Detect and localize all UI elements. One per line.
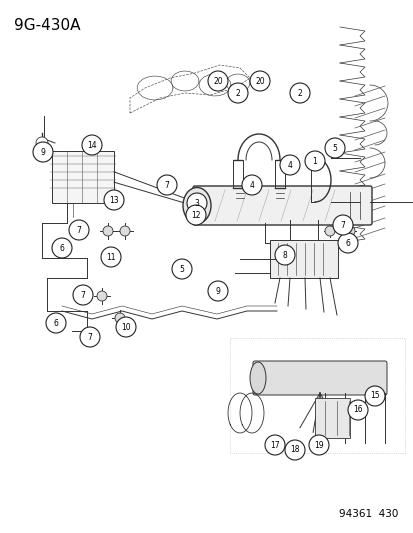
Text: 12: 12 xyxy=(191,211,200,220)
Text: 16: 16 xyxy=(352,406,362,415)
Circle shape xyxy=(332,215,352,235)
Circle shape xyxy=(115,313,125,323)
Text: 5: 5 xyxy=(179,264,184,273)
Text: 20: 20 xyxy=(213,77,222,85)
Circle shape xyxy=(274,245,294,265)
Circle shape xyxy=(46,313,66,333)
Circle shape xyxy=(69,220,89,240)
Circle shape xyxy=(116,317,136,337)
Text: 15: 15 xyxy=(369,392,379,400)
Circle shape xyxy=(249,71,269,91)
Circle shape xyxy=(101,247,121,267)
Circle shape xyxy=(120,226,130,236)
Circle shape xyxy=(171,259,192,279)
FancyBboxPatch shape xyxy=(252,361,386,395)
Circle shape xyxy=(324,138,344,158)
Circle shape xyxy=(80,327,100,347)
Text: 5: 5 xyxy=(332,143,337,152)
Circle shape xyxy=(73,285,93,305)
Circle shape xyxy=(364,386,384,406)
Circle shape xyxy=(97,291,107,301)
Circle shape xyxy=(207,281,228,301)
Text: 6: 6 xyxy=(345,238,349,247)
Bar xyxy=(314,398,349,438)
Text: 7: 7 xyxy=(76,225,81,235)
Circle shape xyxy=(103,226,113,236)
Circle shape xyxy=(337,233,357,253)
Circle shape xyxy=(52,238,72,258)
FancyBboxPatch shape xyxy=(192,186,371,225)
Circle shape xyxy=(347,400,367,420)
Text: 8: 8 xyxy=(282,251,287,260)
Text: 9: 9 xyxy=(40,148,45,157)
Text: 6: 6 xyxy=(59,244,64,253)
Circle shape xyxy=(36,137,48,149)
Text: 4: 4 xyxy=(249,181,254,190)
Circle shape xyxy=(82,135,102,155)
Text: 13: 13 xyxy=(109,196,119,205)
Text: 2: 2 xyxy=(235,88,240,98)
Text: 7: 7 xyxy=(88,333,92,342)
Ellipse shape xyxy=(249,362,266,394)
Circle shape xyxy=(264,435,284,455)
Circle shape xyxy=(242,175,261,195)
Circle shape xyxy=(187,193,206,213)
Circle shape xyxy=(185,205,206,225)
Circle shape xyxy=(228,83,247,103)
Text: 19: 19 xyxy=(313,440,323,449)
Text: 7: 7 xyxy=(164,181,169,190)
Text: 7: 7 xyxy=(340,221,344,230)
Text: 6: 6 xyxy=(53,319,58,327)
Circle shape xyxy=(324,226,334,236)
Circle shape xyxy=(308,435,328,455)
Circle shape xyxy=(279,155,299,175)
Circle shape xyxy=(104,190,124,210)
Circle shape xyxy=(289,83,309,103)
FancyBboxPatch shape xyxy=(269,240,337,278)
Ellipse shape xyxy=(183,188,211,223)
Text: 9: 9 xyxy=(215,287,220,295)
Circle shape xyxy=(207,71,228,91)
Circle shape xyxy=(284,440,304,460)
Text: 11: 11 xyxy=(106,253,116,262)
Text: 94361  430: 94361 430 xyxy=(338,509,397,519)
Circle shape xyxy=(344,226,354,236)
Circle shape xyxy=(157,175,177,195)
Text: 1: 1 xyxy=(312,157,317,166)
Text: 20: 20 xyxy=(254,77,264,85)
Text: 17: 17 xyxy=(270,440,279,449)
Circle shape xyxy=(304,151,324,171)
Text: 14: 14 xyxy=(87,141,97,149)
Text: 3: 3 xyxy=(194,198,199,207)
Text: 7: 7 xyxy=(81,290,85,300)
Text: 18: 18 xyxy=(290,446,299,455)
Text: 4: 4 xyxy=(287,160,292,169)
Circle shape xyxy=(33,142,53,162)
Text: 2: 2 xyxy=(297,88,301,98)
Text: 10: 10 xyxy=(121,322,131,332)
FancyBboxPatch shape xyxy=(52,151,114,203)
Text: 9G-430A: 9G-430A xyxy=(14,18,80,33)
